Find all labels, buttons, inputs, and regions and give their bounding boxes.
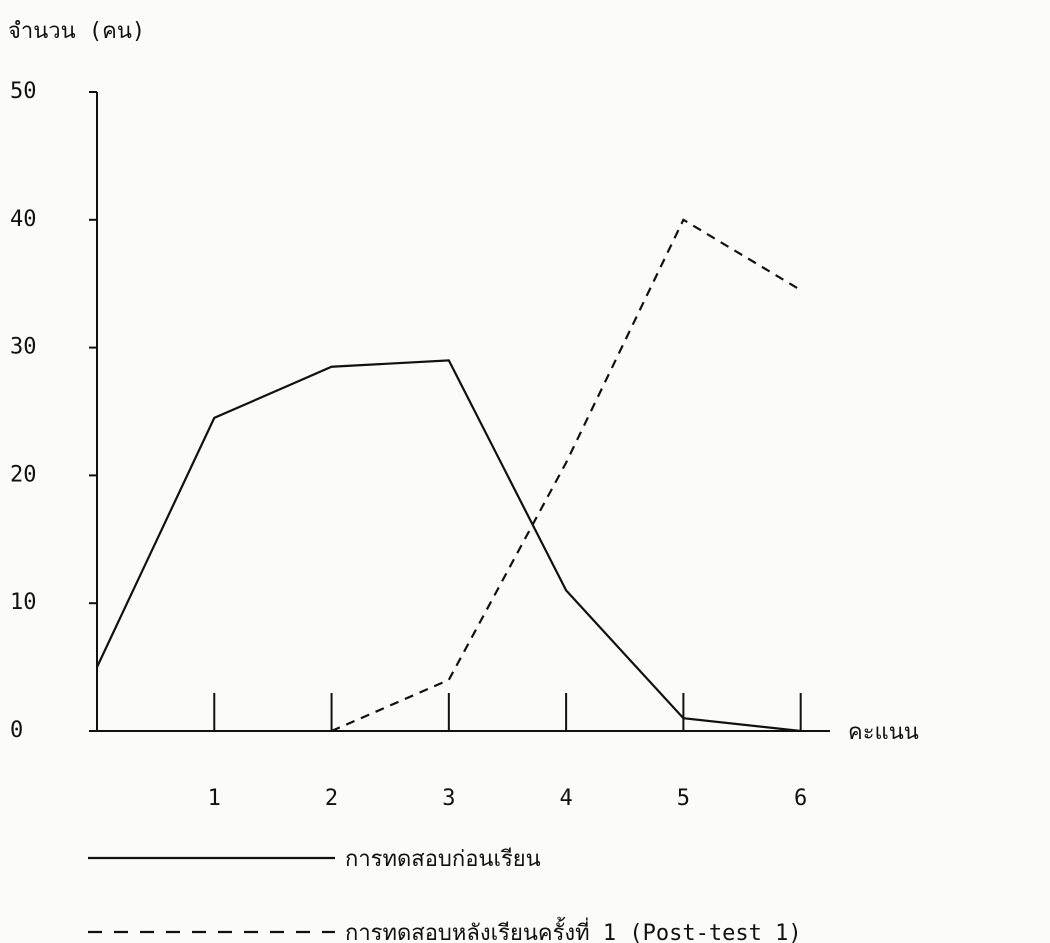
y-tick-label: 50 xyxy=(10,79,37,104)
y-tick-label: 30 xyxy=(10,335,37,360)
y-axis-title: จำนวน (คน) xyxy=(8,19,145,44)
x-tick-label: 1 xyxy=(208,786,221,811)
y-tick-label: 20 xyxy=(10,462,37,487)
legend-label: การทดสอบก่อนเรียน xyxy=(345,847,541,872)
x-axis-title: คะแนน xyxy=(848,720,919,745)
x-tick-label: 6 xyxy=(794,786,807,811)
legend-label: การทดสอบหลังเรียนครั้งที่ 1 (Post-test 1… xyxy=(345,917,802,943)
y-tick-label: 40 xyxy=(10,207,37,232)
x-tick-label: 2 xyxy=(325,786,338,811)
y-tick-label: 0 xyxy=(10,718,23,743)
x-tick-label: 3 xyxy=(442,786,455,811)
series-line xyxy=(96,359,801,733)
y-tick-label: 10 xyxy=(10,590,37,615)
x-tick-label: 5 xyxy=(677,786,690,811)
series-line xyxy=(331,218,802,733)
x-tick-label: 4 xyxy=(559,786,572,811)
